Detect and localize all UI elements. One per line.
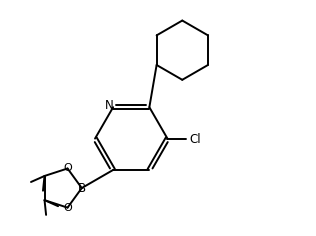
- Text: Cl: Cl: [190, 133, 201, 146]
- Text: N: N: [105, 99, 113, 112]
- Text: B: B: [78, 181, 86, 194]
- Text: O: O: [63, 163, 72, 173]
- Text: O: O: [63, 203, 72, 213]
